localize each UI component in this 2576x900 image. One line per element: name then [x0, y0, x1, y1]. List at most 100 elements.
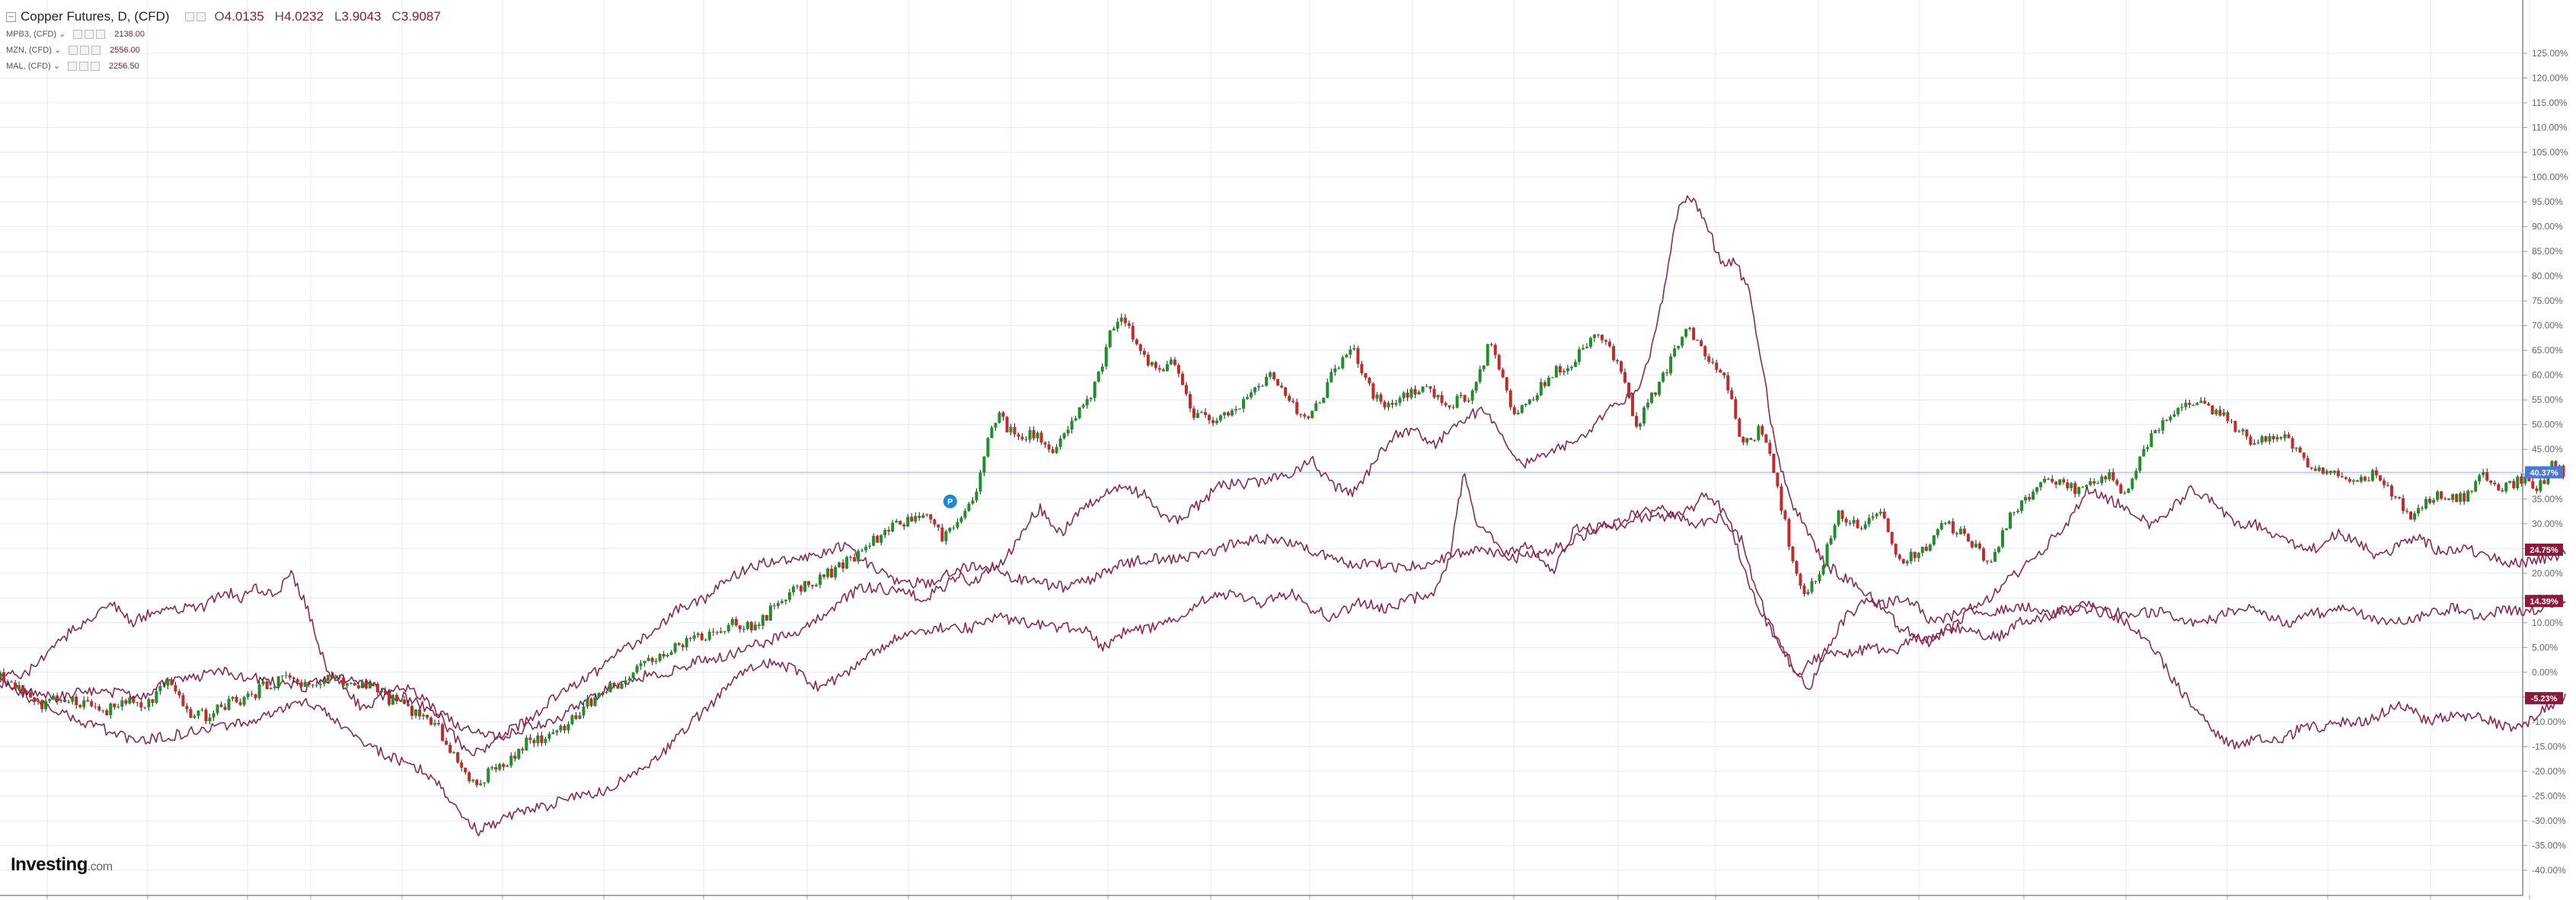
candle-body [1486, 343, 1489, 365]
candle-body [1741, 436, 1745, 443]
candle-body [795, 586, 799, 587]
candle-body [1890, 531, 1894, 544]
candle-body [2119, 484, 2123, 493]
candle-body [2401, 498, 2405, 511]
candle-body [883, 530, 887, 535]
candle-body [719, 631, 723, 633]
settings-icon[interactable] [184, 12, 194, 21]
chart-legend: − Copper Futures, D, (CFD) O4.0135 H4.02… [6, 8, 452, 74]
candle-body [1058, 438, 1062, 448]
candle-body [1738, 418, 1741, 437]
compare-symbol-name[interactable]: MPB3, (CFD) ⌄ [6, 30, 66, 39]
candle-body [2332, 471, 2336, 474]
candle-body [105, 710, 109, 716]
compare-symbol-name[interactable]: MZN, (CFD) ⌄ [6, 46, 62, 55]
candle-body [2054, 481, 2058, 485]
candle-body [971, 500, 975, 504]
candle-body [2142, 448, 2146, 457]
candle-body [1558, 365, 1562, 373]
candle-body [311, 685, 314, 686]
candle-body [1333, 368, 1337, 372]
candle-body [2516, 476, 2520, 489]
candle-body [1005, 416, 1009, 432]
candle-body [2313, 468, 2317, 471]
candle-body [341, 678, 345, 686]
candle-body [639, 663, 643, 666]
candle-body [410, 706, 414, 716]
candle-body [189, 709, 193, 718]
candle-body [2306, 458, 2309, 468]
eye-icon[interactable] [67, 61, 77, 71]
collapse-legend-icon[interactable]: − [6, 11, 16, 22]
candle-body [2336, 471, 2340, 477]
candle-body [925, 514, 929, 515]
candle-body [2199, 401, 2203, 404]
candle-body [1138, 344, 1142, 351]
candle-body [219, 704, 223, 707]
candle-body [1478, 369, 1482, 382]
candle-body [1535, 395, 1539, 401]
settings-icon[interactable] [85, 29, 94, 39]
compare-symbol-name[interactable]: MAL, (CFD) ⌄ [6, 62, 60, 71]
candle-body [2309, 467, 2313, 469]
candle-body [700, 633, 704, 640]
candle-body [422, 714, 426, 716]
candle-body [1848, 522, 1852, 524]
close-icon[interactable] [196, 12, 206, 21]
candle-body [2100, 476, 2104, 484]
candle-body [1463, 394, 1467, 402]
candle-body [330, 675, 334, 679]
candle-body [2428, 499, 2432, 503]
candle-body [1905, 561, 1909, 563]
candle-body [1585, 346, 1588, 349]
candle-body [2268, 436, 2271, 442]
main-symbol-name[interactable]: Copper Futures, D, (CFD) [21, 9, 170, 24]
candle-body [711, 631, 715, 633]
candle-body [506, 765, 509, 768]
candle-body [1493, 344, 1497, 356]
annotation-marker[interactable] [943, 494, 957, 509]
settings-icon[interactable] [80, 45, 90, 55]
candle-body [2233, 420, 2237, 432]
close-icon[interactable] [90, 61, 100, 71]
candle-body [1639, 423, 1642, 427]
candle-body [551, 732, 555, 735]
candle-body [2184, 402, 2188, 407]
candle-body [517, 748, 521, 759]
candle-body [2207, 404, 2211, 406]
candle-body [2497, 484, 2501, 490]
candle-body [418, 709, 422, 716]
candle-body [2374, 470, 2378, 476]
eye-icon[interactable] [69, 45, 78, 55]
candle-body [1081, 405, 1085, 407]
candle-body [2432, 499, 2436, 503]
candle-body [242, 697, 246, 705]
candle-body [2562, 465, 2565, 477]
candle-body [1852, 519, 1856, 524]
candle-body [593, 697, 597, 707]
candle-body [1188, 394, 1192, 409]
candle-body [1920, 547, 1924, 554]
candle-body [646, 658, 650, 661]
candle-body [2188, 402, 2191, 405]
candle-body [2264, 436, 2268, 442]
candle-body [2051, 478, 2054, 482]
candle-body [2271, 436, 2275, 439]
candle-body [1573, 362, 1577, 368]
candle-body [299, 682, 303, 687]
candle-body [1592, 334, 1596, 338]
candle-body [707, 631, 711, 640]
close-icon[interactable] [91, 45, 101, 55]
candle-body [1295, 402, 1299, 414]
settings-icon[interactable] [78, 61, 88, 71]
close-icon[interactable] [96, 29, 106, 39]
candle-body [2466, 490, 2470, 502]
candle-body [807, 581, 811, 586]
candle-body [265, 681, 269, 690]
candle-body [1783, 510, 1787, 519]
eye-icon[interactable] [73, 29, 83, 39]
candle-body [1345, 354, 1349, 358]
y-tick-label: -35.00% [2532, 840, 2566, 851]
